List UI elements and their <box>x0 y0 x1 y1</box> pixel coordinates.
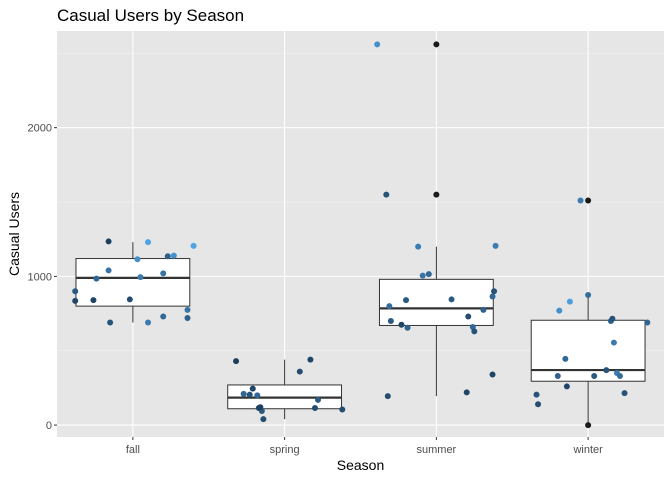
data-point <box>419 272 426 279</box>
box-summer <box>378 41 494 397</box>
data-point <box>90 297 97 304</box>
data-point <box>556 307 563 314</box>
data-point <box>339 406 346 413</box>
outlier-point <box>433 191 440 198</box>
data-point <box>134 256 141 263</box>
data-point <box>184 315 191 322</box>
data-point <box>465 313 472 320</box>
data-point <box>489 371 496 378</box>
data-point <box>609 315 616 322</box>
data-point <box>249 385 256 392</box>
data-point <box>145 239 152 246</box>
data-point <box>137 274 144 281</box>
data-point <box>562 355 569 362</box>
data-point <box>296 368 303 375</box>
box-iqr <box>378 278 494 326</box>
data-point <box>403 297 410 304</box>
data-point <box>107 319 114 326</box>
data-point <box>311 405 318 411</box>
data-point <box>93 275 100 282</box>
chart-title: Casual Users by Season <box>57 6 244 25</box>
data-point <box>480 306 487 313</box>
data-point <box>621 390 628 397</box>
data-point <box>246 391 253 398</box>
data-point <box>315 396 322 403</box>
data-point <box>164 253 171 260</box>
data-point <box>491 288 498 295</box>
y-tick-label: 0 <box>46 420 52 432</box>
data-point <box>233 358 240 365</box>
x-tick-label: summer <box>417 444 457 456</box>
data-point <box>577 197 584 204</box>
x-tick-label: spring <box>270 444 300 456</box>
data-point <box>240 390 247 397</box>
box-winter <box>530 197 646 429</box>
x-tick-label: fall <box>126 444 140 456</box>
y-axis-title: Casual Users <box>6 192 22 276</box>
data-point <box>307 356 314 363</box>
data-point <box>535 401 542 408</box>
data-point <box>374 41 381 48</box>
data-point <box>384 393 391 400</box>
data-point <box>585 291 592 298</box>
jitter-points <box>72 41 651 423</box>
data-point <box>463 389 470 396</box>
outlier-point <box>585 197 592 204</box>
data-point <box>533 391 540 398</box>
data-point <box>591 373 598 380</box>
data-point <box>492 242 499 249</box>
outlier-point <box>433 41 440 48</box>
y-tick-label: 1000 <box>28 271 52 283</box>
data-point <box>383 191 390 198</box>
data-point <box>184 306 191 313</box>
data-point <box>415 243 422 250</box>
data-point <box>260 416 267 423</box>
data-point <box>190 242 197 249</box>
data-point <box>254 392 261 399</box>
data-point <box>489 293 496 300</box>
x-axis-title: Season <box>337 457 384 473</box>
data-point <box>610 339 617 346</box>
data-point <box>72 288 79 295</box>
data-point <box>554 373 561 380</box>
data-point <box>425 271 432 278</box>
data-point <box>160 313 167 320</box>
data-point <box>160 270 167 277</box>
data-point <box>644 319 651 326</box>
data-point <box>616 373 623 380</box>
data-point <box>105 267 112 274</box>
x-tick-label: winter <box>572 444 603 456</box>
data-point <box>126 296 133 303</box>
axes: 0 1000 2000 fall spring summer winter <box>28 123 604 456</box>
data-point <box>386 303 393 310</box>
data-point <box>398 321 405 328</box>
data-point <box>170 252 177 259</box>
box-iqr <box>530 319 646 382</box>
data-point <box>145 319 152 326</box>
data-point <box>105 238 112 245</box>
outlier-point <box>585 422 592 429</box>
data-point <box>603 367 610 374</box>
data-point <box>257 404 264 411</box>
box-spring <box>227 359 343 420</box>
data-point <box>72 297 79 304</box>
data-point <box>566 298 573 305</box>
data-point <box>387 318 394 324</box>
data-point <box>448 296 455 303</box>
data-point <box>563 383 570 390</box>
y-tick-label: 2000 <box>28 123 52 135</box>
data-point <box>471 328 478 335</box>
box-layer <box>75 41 646 429</box>
data-point <box>404 324 411 331</box>
